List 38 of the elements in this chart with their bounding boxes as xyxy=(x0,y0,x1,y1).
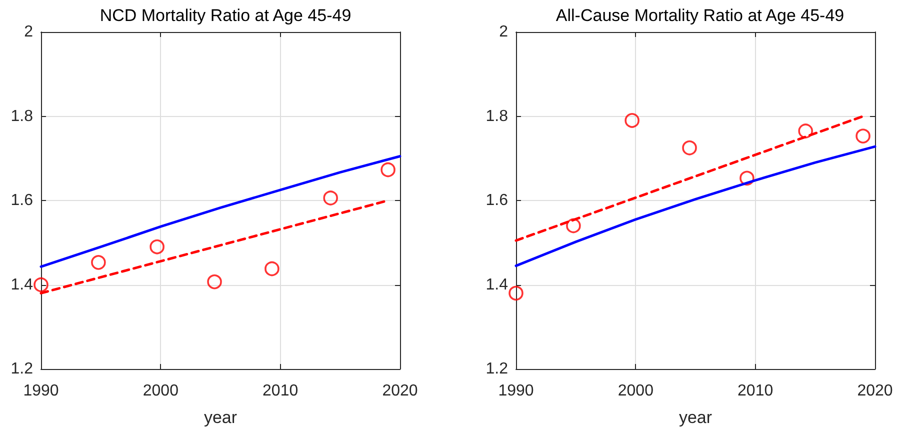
y-tick-label: 1.6 xyxy=(486,192,508,209)
y-tick-label: 1.6 xyxy=(10,192,34,209)
point xyxy=(323,190,338,206)
point xyxy=(682,140,697,156)
y-tick-label: 2 xyxy=(499,24,508,40)
y-tick-label: 1.8 xyxy=(486,108,508,125)
point xyxy=(380,162,396,178)
x-axis-title: year xyxy=(678,408,712,427)
point xyxy=(566,218,581,234)
x-tick-label: 1990 xyxy=(498,382,534,400)
x-tick-label: 2000 xyxy=(142,382,179,400)
point xyxy=(207,274,222,290)
x-tick-label: 2020 xyxy=(857,382,893,400)
y-tick-label: 1.4 xyxy=(486,276,508,294)
point xyxy=(798,124,813,138)
point xyxy=(150,239,164,254)
x-tick-label: 1990 xyxy=(23,382,59,400)
point xyxy=(91,255,106,270)
y-tick-label: 2 xyxy=(24,24,34,40)
x-tick-label: 2020 xyxy=(382,382,418,400)
point xyxy=(624,113,640,128)
y-tick-label: 1.8 xyxy=(10,108,34,125)
x-tick-label: 2010 xyxy=(738,382,774,400)
y-tick-label: 1.2 xyxy=(10,360,34,378)
line-series xyxy=(514,145,876,268)
point xyxy=(508,286,524,301)
point xyxy=(740,170,754,186)
point xyxy=(34,277,48,292)
chart-title: All-Cause Mortality Ratio at Age 45-49 xyxy=(556,6,844,25)
chart-title: NCD Mortality Ratio at Age 45-49 xyxy=(100,6,352,25)
line-series xyxy=(40,155,402,268)
x-tick-label: 2000 xyxy=(618,382,654,400)
x-tick-label: 2010 xyxy=(262,382,298,400)
y-tick-label: 1.2 xyxy=(486,360,508,378)
point xyxy=(856,128,870,144)
x-axis-title: year xyxy=(204,408,238,427)
point xyxy=(264,261,280,276)
y-tick-label: 1.4 xyxy=(10,276,34,294)
